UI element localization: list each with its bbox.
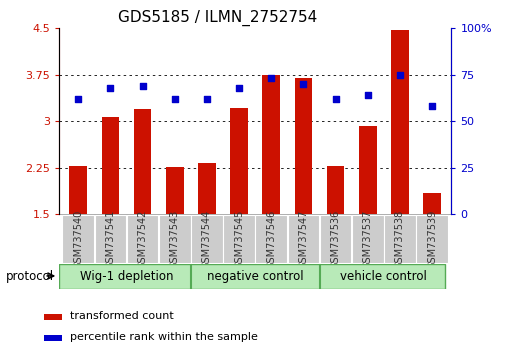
Text: GSM737545: GSM737545 — [234, 209, 244, 269]
Point — [396, 72, 404, 78]
Text: GSM737541: GSM737541 — [106, 209, 115, 269]
Bar — [69, 166, 87, 214]
Text: transformed count: transformed count — [70, 311, 173, 321]
Text: GSM737539: GSM737539 — [427, 209, 437, 269]
Bar — [44, 335, 62, 341]
Bar — [359, 126, 377, 214]
Text: negative control: negative control — [207, 270, 304, 283]
FancyBboxPatch shape — [94, 215, 126, 263]
Text: GDS5185 / ILMN_2752754: GDS5185 / ILMN_2752754 — [118, 9, 317, 25]
Text: GSM737543: GSM737543 — [170, 209, 180, 269]
FancyBboxPatch shape — [288, 215, 319, 263]
FancyBboxPatch shape — [255, 215, 287, 263]
Point — [235, 85, 243, 91]
Bar — [44, 314, 62, 320]
Bar — [230, 108, 248, 214]
FancyBboxPatch shape — [320, 215, 351, 263]
Bar — [166, 167, 184, 214]
FancyBboxPatch shape — [416, 215, 448, 263]
Bar — [423, 193, 441, 214]
Text: GSM737537: GSM737537 — [363, 209, 373, 269]
FancyBboxPatch shape — [352, 215, 384, 263]
FancyBboxPatch shape — [191, 215, 223, 263]
Point — [106, 85, 114, 91]
Text: protocol: protocol — [6, 270, 54, 283]
Bar — [391, 30, 409, 214]
FancyBboxPatch shape — [59, 264, 445, 289]
Text: GSM737547: GSM737547 — [299, 209, 308, 269]
FancyBboxPatch shape — [127, 215, 159, 263]
FancyBboxPatch shape — [384, 215, 416, 263]
Point — [331, 96, 340, 102]
Bar — [134, 109, 151, 214]
Text: vehicle control: vehicle control — [341, 270, 427, 283]
Text: GSM737544: GSM737544 — [202, 209, 212, 269]
Point — [171, 96, 179, 102]
Bar — [198, 164, 216, 214]
Point — [203, 96, 211, 102]
Text: percentile rank within the sample: percentile rank within the sample — [70, 332, 258, 342]
Point — [267, 76, 275, 81]
Point — [364, 92, 372, 98]
Point — [139, 83, 147, 89]
Text: GSM737542: GSM737542 — [137, 209, 148, 269]
Text: Wig-1 depletion: Wig-1 depletion — [80, 270, 173, 283]
FancyBboxPatch shape — [159, 215, 191, 263]
Bar — [294, 78, 312, 214]
FancyBboxPatch shape — [63, 215, 94, 263]
Text: GSM737546: GSM737546 — [266, 209, 277, 269]
Text: GSM737536: GSM737536 — [331, 209, 341, 269]
FancyBboxPatch shape — [223, 215, 255, 263]
Text: GSM737538: GSM737538 — [395, 209, 405, 269]
Bar — [263, 75, 280, 214]
Bar — [327, 166, 345, 214]
Point — [74, 96, 83, 102]
Point — [300, 81, 308, 87]
Point — [428, 103, 436, 109]
Text: GSM737540: GSM737540 — [73, 209, 83, 269]
Bar — [102, 117, 120, 214]
